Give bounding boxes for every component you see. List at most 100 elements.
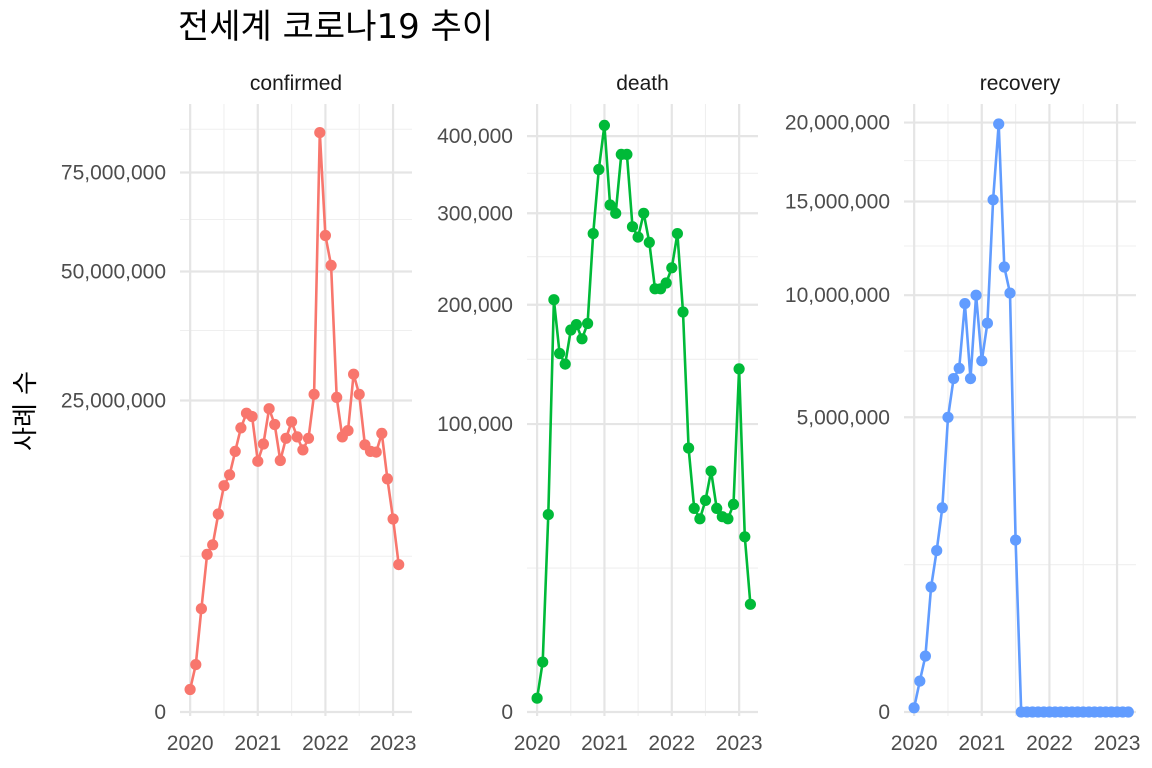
panel-confirmed: 2020 2021 2022 2023 0 25,000,000 50,000,000 75,… — [61, 72, 417, 755]
data-point-death-2021-09 — [643, 236, 655, 248]
x-tick-label: 2022 — [1026, 732, 1073, 755]
data-point-confirmed-2021-12 — [314, 127, 326, 139]
y-tick-label: 0 — [501, 701, 513, 724]
facet-strip-recovery: recovery — [980, 72, 1061, 95]
series-line-confirmed — [188, 131, 400, 690]
data-point-confirmed-2021-06 — [280, 432, 292, 444]
data-point-death-2020-06 — [559, 358, 571, 370]
data-point-confirmed-2020-03 — [195, 603, 207, 615]
data-point-confirmed-2020-02 — [190, 659, 202, 671]
data-point-death-2022-07 — [699, 494, 712, 506]
data-point-death-2022-08 — [705, 465, 717, 477]
facet-panels: 2020 2021 2022 2023 0 25,000,000 50,000,000 75,… — [61, 72, 1141, 755]
x-tick-label: 2020 — [891, 732, 938, 755]
data-point-recovery-2020-01 — [908, 702, 920, 714]
data-point-death-2022-12 — [727, 498, 740, 510]
x-tick-label: 2021 — [234, 732, 281, 755]
x-tick-label: 2023 — [1094, 732, 1141, 755]
y-tick-label: 400,000 — [437, 125, 513, 148]
y-tick-label: 100,000 — [437, 413, 513, 436]
data-point-recovery-2021-04 — [993, 118, 1005, 130]
data-point-death-2021-02 — [604, 199, 616, 211]
data-point-death-2021-06 — [626, 221, 639, 233]
data-point-confirmed-2023-02 — [393, 559, 405, 571]
y-tick-label: 0 — [154, 701, 166, 724]
data-point-confirmed-2021-03 — [263, 403, 275, 415]
data-point-confirmed-2021-10 — [302, 432, 315, 444]
y-tick-label: 25,000,000 — [61, 390, 166, 413]
data-point-death-2021-12 — [660, 277, 672, 289]
data-point-death-2021-03 — [610, 207, 622, 219]
data-point-confirmed-2022-11 — [376, 427, 388, 439]
y-tick-label: 20,000,000 — [785, 112, 890, 135]
data-point-confirmed-2022-06 — [348, 368, 360, 380]
data-point-recovery-2020-07 — [942, 411, 954, 423]
data-point-recovery-2020-10 — [959, 298, 971, 310]
x-tick-label: 2020 — [167, 732, 214, 755]
data-point-confirmed-2023-01 — [387, 513, 399, 525]
panel-recovery: 2020 2021 2022 2023 0 5,000,000 10,000,000 15,0… — [785, 72, 1141, 755]
data-point-confirmed-2020-06 — [212, 508, 224, 520]
data-point-recovery-2020-12 — [970, 289, 982, 301]
data-point-death-2022-01 — [666, 262, 678, 274]
data-point-confirmed-2020-09 — [229, 445, 241, 457]
data-point-death-2021-07 — [632, 231, 644, 243]
data-point-recovery-2023-03 — [1122, 706, 1134, 718]
data-point-death-2022-04 — [683, 442, 695, 454]
data-point-confirmed-2020-07 — [218, 480, 230, 492]
data-point-death-2023-01 — [733, 363, 745, 375]
data-point-confirmed-2022-07 — [353, 388, 365, 400]
data-point-confirmed-2020-05 — [207, 539, 219, 551]
x-tick-label: 2023 — [716, 732, 763, 755]
data-point-recovery-2020-08 — [948, 373, 960, 385]
data-point-recovery-2020-04 — [925, 581, 937, 593]
data-point-death-2023-03 — [744, 598, 757, 610]
y-tick-label: 200,000 — [437, 294, 513, 317]
data-point-death-2022-02 — [671, 228, 684, 240]
x-tick-label: 2020 — [514, 732, 561, 755]
data-point-death-2023-02 — [739, 531, 751, 543]
data-point-confirmed-2021-01 — [252, 455, 264, 467]
data-point-death-2021-05 — [621, 148, 633, 160]
data-point-confirmed-2021-11 — [308, 388, 320, 400]
y-tick-label: 10,000,000 — [785, 284, 890, 307]
data-point-confirmed-2020-01 — [184, 683, 196, 696]
y-tick-label: 15,000,000 — [785, 191, 890, 214]
data-point-confirmed-2021-02 — [257, 438, 269, 450]
data-point-recovery-2021-02 — [981, 317, 994, 329]
data-point-death-2020-12 — [593, 163, 605, 176]
data-point-death-2020-09 — [576, 333, 588, 345]
data-point-confirmed-2021-07 — [286, 416, 298, 428]
data-point-death-2022-03 — [677, 306, 689, 318]
y-tick-label: 50,000,000 — [61, 260, 166, 283]
data-point-death-2022-11 — [722, 513, 734, 525]
x-tick-label: 2021 — [581, 732, 628, 755]
data-point-death-2021-08 — [638, 207, 650, 219]
data-point-recovery-2020-05 — [931, 545, 943, 557]
data-point-recovery-2020-11 — [964, 373, 977, 385]
data-point-confirmed-2022-12 — [381, 473, 393, 485]
facet-strip-death: death — [616, 72, 669, 95]
data-point-recovery-2020-06 — [936, 502, 948, 514]
data-point-confirmed-2022-05 — [342, 425, 354, 437]
facet-strip-confirmed: confirmed — [250, 72, 342, 95]
data-point-death-2021-01 — [598, 119, 611, 131]
data-point-recovery-2020-03 — [919, 650, 932, 662]
data-point-confirmed-2020-10 — [235, 422, 247, 434]
data-point-death-2020-11 — [587, 228, 599, 240]
data-point-confirmed-2021-09 — [297, 444, 309, 456]
data-point-confirmed-2021-05 — [274, 454, 286, 467]
y-tick-label: 0 — [878, 701, 890, 724]
data-point-death-2020-03 — [542, 508, 554, 521]
y-tick-label: 300,000 — [437, 202, 513, 225]
data-point-recovery-2021-07 — [1010, 534, 1022, 546]
data-point-confirmed-2022-03 — [331, 391, 343, 403]
x-tick-label: 2022 — [648, 732, 695, 755]
y-axis-label: 사례 수 — [11, 371, 41, 451]
data-point-recovery-2021-03 — [987, 194, 999, 206]
data-point-confirmed-2021-04 — [269, 418, 281, 431]
data-point-recovery-2020-09 — [953, 362, 965, 374]
data-point-death-2020-04 — [548, 294, 560, 306]
data-point-confirmed-2022-02 — [325, 259, 337, 271]
